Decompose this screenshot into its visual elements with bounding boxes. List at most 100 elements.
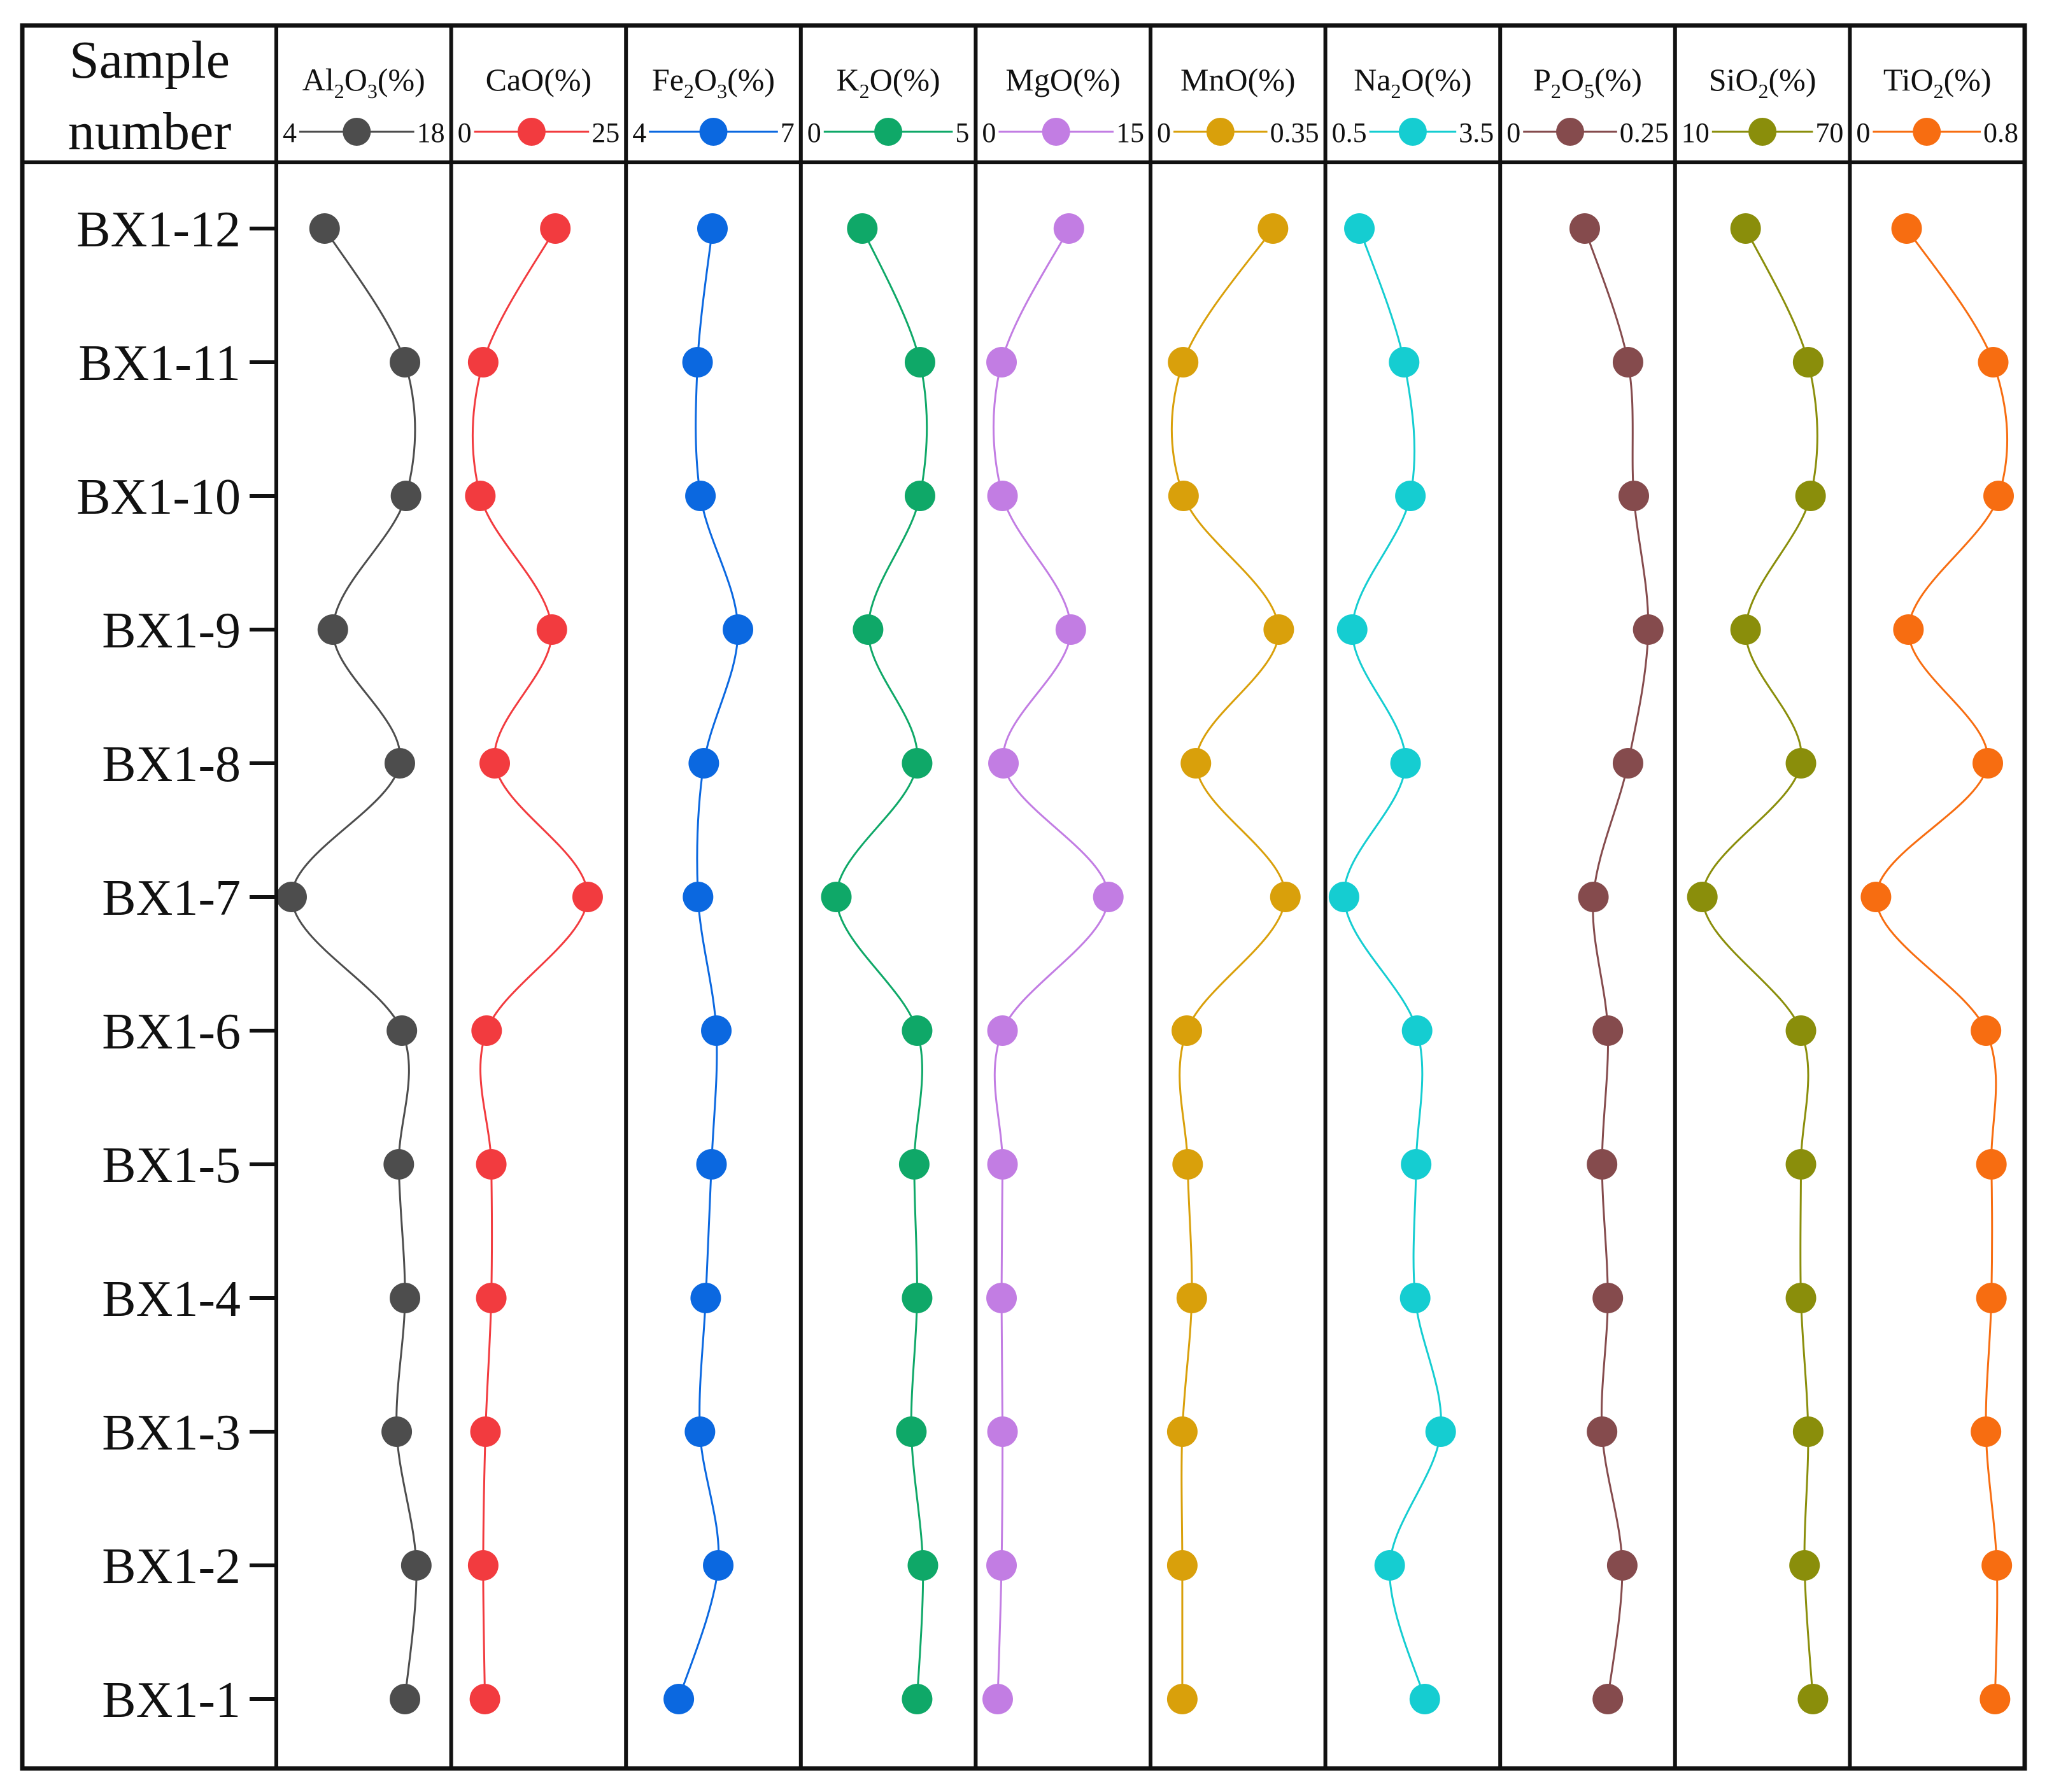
range-min-label: 0: [1157, 117, 1171, 148]
data-point: [898, 1149, 930, 1180]
series-title-sub2: 3: [367, 80, 378, 102]
data-point: [1592, 1283, 1624, 1313]
series-title-unit: (%): [1769, 62, 1817, 97]
data-point: [987, 1149, 1018, 1180]
data-point: [847, 213, 878, 244]
legend-marker: [1748, 118, 1777, 146]
data-point: [465, 481, 496, 511]
data-point: [1055, 614, 1086, 645]
data-point: [1612, 748, 1643, 779]
range-max-label: 0.25: [1620, 117, 1669, 148]
data-point: [821, 882, 852, 912]
series-line: [290, 228, 418, 1700]
data-point: [902, 1684, 933, 1714]
data-point: [1797, 1684, 1829, 1714]
data-point: [1401, 1015, 1433, 1046]
outer-frame: [20, 23, 2027, 1771]
series-title: K2O(%): [837, 62, 940, 102]
data-point: [390, 347, 421, 377]
data-point: [896, 1416, 927, 1447]
series-line: [1874, 228, 2009, 1700]
data-point: [907, 1550, 939, 1581]
data-point: [1980, 1684, 2011, 1714]
sample-label: BX1-8: [102, 737, 241, 793]
frame-layer: [20, 23, 2027, 1771]
series-title-base: SiO: [1709, 62, 1759, 97]
series-title-base2: O: [344, 62, 367, 97]
data-point: [1730, 614, 1761, 645]
series-title-base: CaO: [486, 62, 544, 97]
sample-label: BX1-5: [102, 1138, 241, 1194]
series-panel-5: MnO(%) 0 0.35: [1157, 62, 1319, 148]
data-point: [902, 1283, 933, 1313]
data-point: [1166, 1550, 1198, 1581]
data-point: [986, 1283, 1017, 1313]
data-point: [1587, 1416, 1618, 1447]
data-point: [684, 1416, 716, 1447]
data-point: [987, 1416, 1018, 1447]
data-point: [470, 1416, 501, 1447]
series-title-base: P: [1533, 62, 1551, 97]
data-point: [1971, 1416, 2002, 1447]
data-point: [1425, 1416, 1456, 1447]
data-point: [904, 481, 935, 511]
series-line: [992, 228, 1110, 1700]
series-title-base: Al: [302, 62, 334, 97]
range-max-label: 0.8: [1983, 117, 2018, 148]
data-point: [685, 481, 716, 511]
data-point: [390, 481, 421, 511]
data-point: [1409, 1684, 1440, 1714]
series-title-base: MnO: [1180, 62, 1248, 97]
data-point: [400, 1550, 432, 1581]
series-title-unit: (%): [893, 62, 940, 97]
series-title-base2: O: [694, 62, 717, 97]
data-point: [1592, 1684, 1624, 1714]
series-title-sub: 2: [1934, 80, 1944, 102]
series-panel-6: Na2O(%) 0.5 3.5: [1332, 62, 1494, 148]
data-point: [697, 213, 728, 244]
sample-label: BX1-3: [102, 1405, 241, 1461]
range-min-label: 0: [807, 117, 821, 148]
range-max-label: 5: [955, 117, 969, 148]
series-title: Na2O(%): [1354, 62, 1471, 102]
data-point: [479, 748, 511, 779]
data-point: [390, 1283, 421, 1313]
legend-marker: [699, 118, 728, 146]
series-title: MgO(%): [1005, 62, 1121, 97]
series-line: [1701, 228, 1818, 1700]
range-min-label: 0.5: [1332, 117, 1367, 148]
series-title-base: Na: [1354, 62, 1391, 97]
data-point: [1976, 1149, 2007, 1180]
series-line: [835, 228, 928, 1700]
data-point: [467, 347, 499, 377]
data-point: [1730, 213, 1761, 244]
data-point: [1270, 882, 1301, 912]
data-point: [1569, 213, 1600, 244]
data-point: [1973, 748, 2004, 779]
series-title-base2: O: [1561, 62, 1584, 97]
range-min-label: 10: [1682, 117, 1710, 148]
series-panel-7: P2O5(%) 0 0.25: [1506, 62, 1669, 148]
range-max-label: 18: [417, 117, 445, 148]
data-point: [1592, 1015, 1624, 1046]
data-point: [902, 1015, 933, 1046]
data-point: [1785, 1149, 1817, 1180]
curve-layer: [276, 213, 2015, 1714]
series-title: P2O5(%): [1533, 62, 1642, 102]
data-point: [1395, 481, 1426, 511]
series-line: [1583, 228, 1650, 1700]
range-max-label: 25: [591, 117, 620, 148]
data-point: [853, 614, 884, 645]
data-point: [1166, 1416, 1198, 1447]
series-title-base: K: [837, 62, 860, 97]
series-title-sub2: 3: [717, 80, 727, 102]
data-point: [902, 748, 933, 779]
series-panel-1: CaO(%) 0 25: [458, 62, 620, 148]
data-point: [1374, 1550, 1405, 1581]
series-title-unit: (%): [1073, 62, 1121, 97]
data-point: [383, 1149, 414, 1180]
series-title-sub: 2: [860, 80, 870, 102]
series-title-unit: (%): [1594, 62, 1642, 97]
